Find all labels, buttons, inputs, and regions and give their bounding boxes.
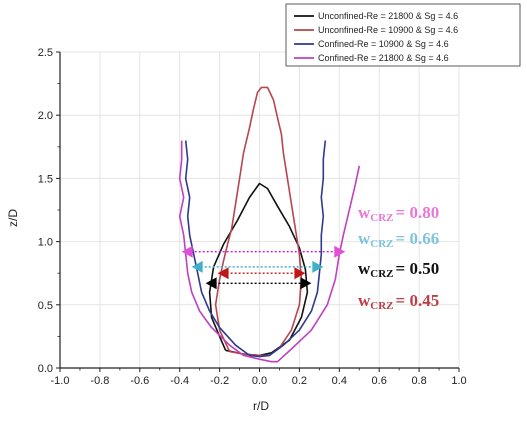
annotation-arrow-left [217,267,229,280]
x-tick-label: -0.4 [170,375,189,387]
annotation-subscript: CRZ [370,212,393,224]
annotation-value: = 0.66 [396,229,440,248]
y-tick-label: 2.0 [38,110,53,122]
x-tick-label: 0.0 [252,375,267,387]
series-group [178,86,361,363]
y-tick-label: 1.5 [38,173,53,185]
annotation-arrow-right [294,267,306,280]
legend: Unconfined-Re = 21800 & Sg = 4.6 Unconfin… [285,3,521,67]
x-tick-label: -1.0 [51,375,70,387]
annotation-label: wCRZ = 0.80 [358,203,439,224]
annotation-value: = 0.80 [396,203,440,222]
x-tick-label: -0.6 [130,375,149,387]
annotation-arrow-right [312,260,324,273]
annotation-value: = 0.50 [396,259,440,278]
legend-box [285,3,521,67]
annotation-symbol: w [358,229,371,248]
annotation-arrow-right [334,245,346,258]
y-tick-label: 2.5 [38,47,53,59]
x-axis-label: r/D [253,399,269,413]
y-tick-label: 0.5 [38,300,53,312]
annotation-value: = 0.45 [396,291,440,310]
annotation-arrow-left [205,277,217,290]
annotation-symbol: w [358,259,371,278]
y-axis-label: z/D [6,209,20,227]
x-tick-label: 1.0 [451,375,466,387]
x-tick-label: -0.8 [90,375,109,387]
annotation-symbol: w [358,291,371,310]
annotation-subscript: CRZ [370,268,393,280]
x-tick-label: 0.4 [332,375,347,387]
annotation-arrow-right [300,277,312,290]
annotation-arrow-left [191,260,203,273]
x-tick-label: -0.2 [210,375,229,387]
annotation-label: wCRZ = 0.45 [358,291,439,312]
x-tick-label: 0.6 [372,375,387,387]
annotation-label: wCRZ = 0.66 [358,229,439,250]
x-tick-label: 0.8 [411,375,426,387]
legend-entry-2: Unconfined-Re = 10900 & Sg = 4.6 [318,25,458,35]
annotation-label: wCRZ = 0.50 [358,259,439,280]
legend-entry-4: Confined-Re = 21800 & Sg = 4.6 [318,53,449,63]
series-line-3 [184,140,327,358]
x-tick-label: 0.2 [292,375,307,387]
annotation-subscript: CRZ [370,300,393,312]
series-line-2 [214,86,303,357]
legend-entry-1: Unconfined-Re = 21800 & Sg = 4.6 [318,11,458,21]
y-tick-label: 1.0 [38,237,53,249]
axes: -1.0 -0.8 -0.6 -0.4 -0.2 0.0 0.2 0.4 0.6 0.8 1.0 0.… [38,47,467,387]
annotation-subscript: CRZ [370,238,393,250]
annotation-arrow-left [181,245,193,258]
annotation-symbol: w [358,203,371,222]
y-tick-label: 0.0 [38,363,53,375]
legend-entry-3: Confined-Re = 10900 & Sg = 4.6 [318,39,449,49]
